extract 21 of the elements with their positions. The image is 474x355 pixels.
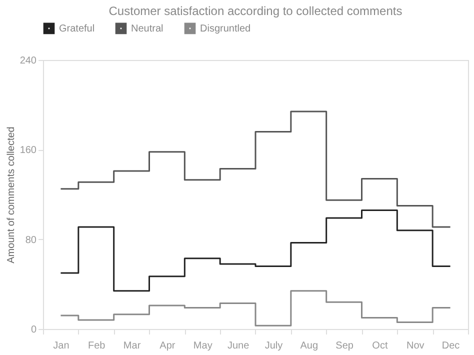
x-tick-label: Mar xyxy=(123,340,142,352)
x-tick-label: Feb xyxy=(88,340,106,352)
x-tick-label: Dec xyxy=(442,340,460,352)
y-tick-label: 160 xyxy=(20,145,37,156)
y-axis-title: Amount of comments collected xyxy=(6,126,17,264)
x-tick-label: Apr xyxy=(160,340,176,352)
x-tick-label: July xyxy=(264,340,283,352)
x-tick-label: Sep xyxy=(336,340,354,352)
x-tick-label: May xyxy=(193,340,212,352)
y-tick-label: 240 xyxy=(20,56,37,66)
x-tick-label: Aug xyxy=(300,340,318,352)
chart-title: Customer satisfaction according to collected comments xyxy=(108,4,402,18)
x-tick-label: Jan xyxy=(53,340,70,352)
legend-label: Disgruntled xyxy=(200,23,251,34)
legend-label: Grateful xyxy=(59,23,95,34)
y-tick-label: 0 xyxy=(30,324,37,336)
x-tick-label: June xyxy=(227,340,250,352)
x-tick-label: Nov xyxy=(406,340,424,352)
x-tick-label: Oct xyxy=(372,340,388,352)
legend-label: Neutral xyxy=(131,23,164,34)
y-tick-label: 80 xyxy=(25,234,37,246)
